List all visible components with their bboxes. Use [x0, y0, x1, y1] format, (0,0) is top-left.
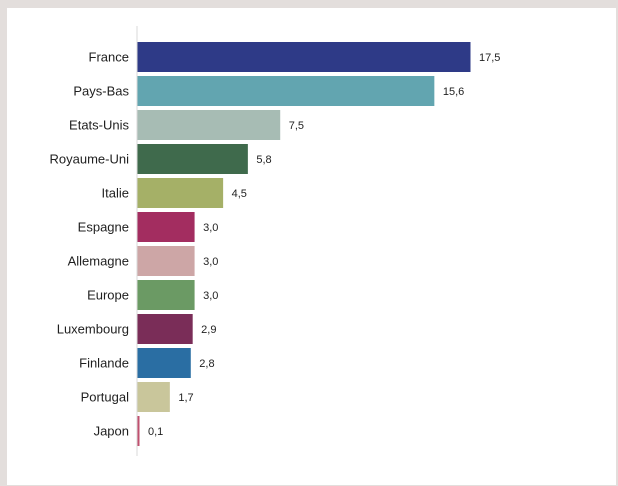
- value-label: 3,0: [203, 290, 218, 302]
- value-label: 1,7: [178, 392, 193, 404]
- bar-france: [138, 42, 471, 72]
- bar-royaume-uni: [138, 144, 248, 174]
- value-label: 0,1: [148, 426, 163, 438]
- value-label: 7,5: [289, 120, 304, 132]
- category-label: Allemagne: [68, 254, 129, 269]
- value-label: 3,0: [203, 222, 218, 234]
- bar-portugal: [138, 382, 170, 412]
- bar-espagne: [138, 212, 195, 242]
- category-label: Japon: [94, 424, 129, 439]
- category-label: Europe: [87, 288, 129, 303]
- category-label: Espagne: [78, 220, 129, 235]
- category-label: Etats-Unis: [69, 118, 129, 133]
- category-label: Finlande: [79, 356, 129, 371]
- bar-allemagne: [138, 246, 195, 276]
- category-label: Pays-Bas: [73, 84, 129, 99]
- bar-japon: [138, 416, 140, 446]
- category-label: Portugal: [81, 390, 130, 405]
- value-label: 15,6: [443, 86, 464, 98]
- bar-luxembourg: [138, 314, 193, 344]
- value-label: 2,8: [199, 358, 214, 370]
- bar-europe: [138, 280, 195, 310]
- value-label: 17,5: [479, 52, 500, 64]
- category-label: Italie: [102, 186, 129, 201]
- bar-finlande: [138, 348, 191, 378]
- value-label: 3,0: [203, 256, 218, 268]
- bars-group: France 17,5 Pays-Bas 15,6 Etats-Unis 7,5 Royau…: [50, 42, 501, 446]
- category-label: France: [89, 50, 129, 65]
- category-label: Luxembourg: [57, 322, 129, 337]
- category-label: Royaume-Uni: [50, 152, 130, 167]
- bar-etats-unis: [138, 110, 281, 140]
- chart-frame: France 17,5 Pays-Bas 15,6 Etats-Unis 7,5 Royau…: [7, 8, 616, 485]
- bar-pays-bas: [138, 76, 435, 106]
- bar-italie: [138, 178, 224, 208]
- value-label: 4,5: [232, 188, 247, 200]
- bar-chart: France 17,5 Pays-Bas 15,6 Etats-Unis 7,5 Royau…: [7, 8, 616, 485]
- value-label: 5,8: [256, 154, 271, 166]
- value-label: 2,9: [201, 324, 216, 336]
